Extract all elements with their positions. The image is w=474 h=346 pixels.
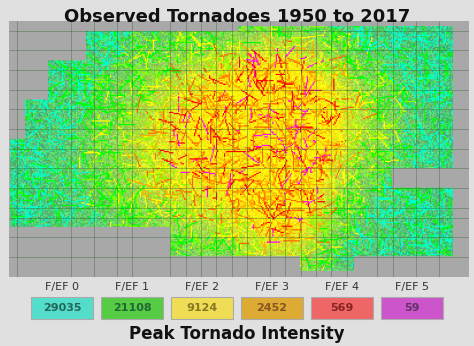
Bar [171,297,233,319]
Text: F/EF 3: F/EF 3 [255,282,289,292]
Text: 59: 59 [404,303,420,313]
Text: F/EF 4: F/EF 4 [325,282,359,292]
Text: Peak Tornado Intensity: Peak Tornado Intensity [129,325,345,343]
Bar [381,297,443,319]
Text: 29035: 29035 [43,303,81,313]
Bar [241,297,303,319]
Text: 9124: 9124 [186,303,218,313]
Bar [31,297,93,319]
Text: F/EF 0: F/EF 0 [45,282,79,292]
Text: F/EF 1: F/EF 1 [115,282,149,292]
Bar [311,297,373,319]
Text: 569: 569 [330,303,354,313]
Text: F/EF 5: F/EF 5 [395,282,429,292]
Text: 21108: 21108 [113,303,151,313]
Text: 2452: 2452 [256,303,288,313]
Text: F/EF 2: F/EF 2 [185,282,219,292]
Bar [101,297,163,319]
Text: Observed Tornadoes 1950 to 2017: Observed Tornadoes 1950 to 2017 [64,8,410,26]
